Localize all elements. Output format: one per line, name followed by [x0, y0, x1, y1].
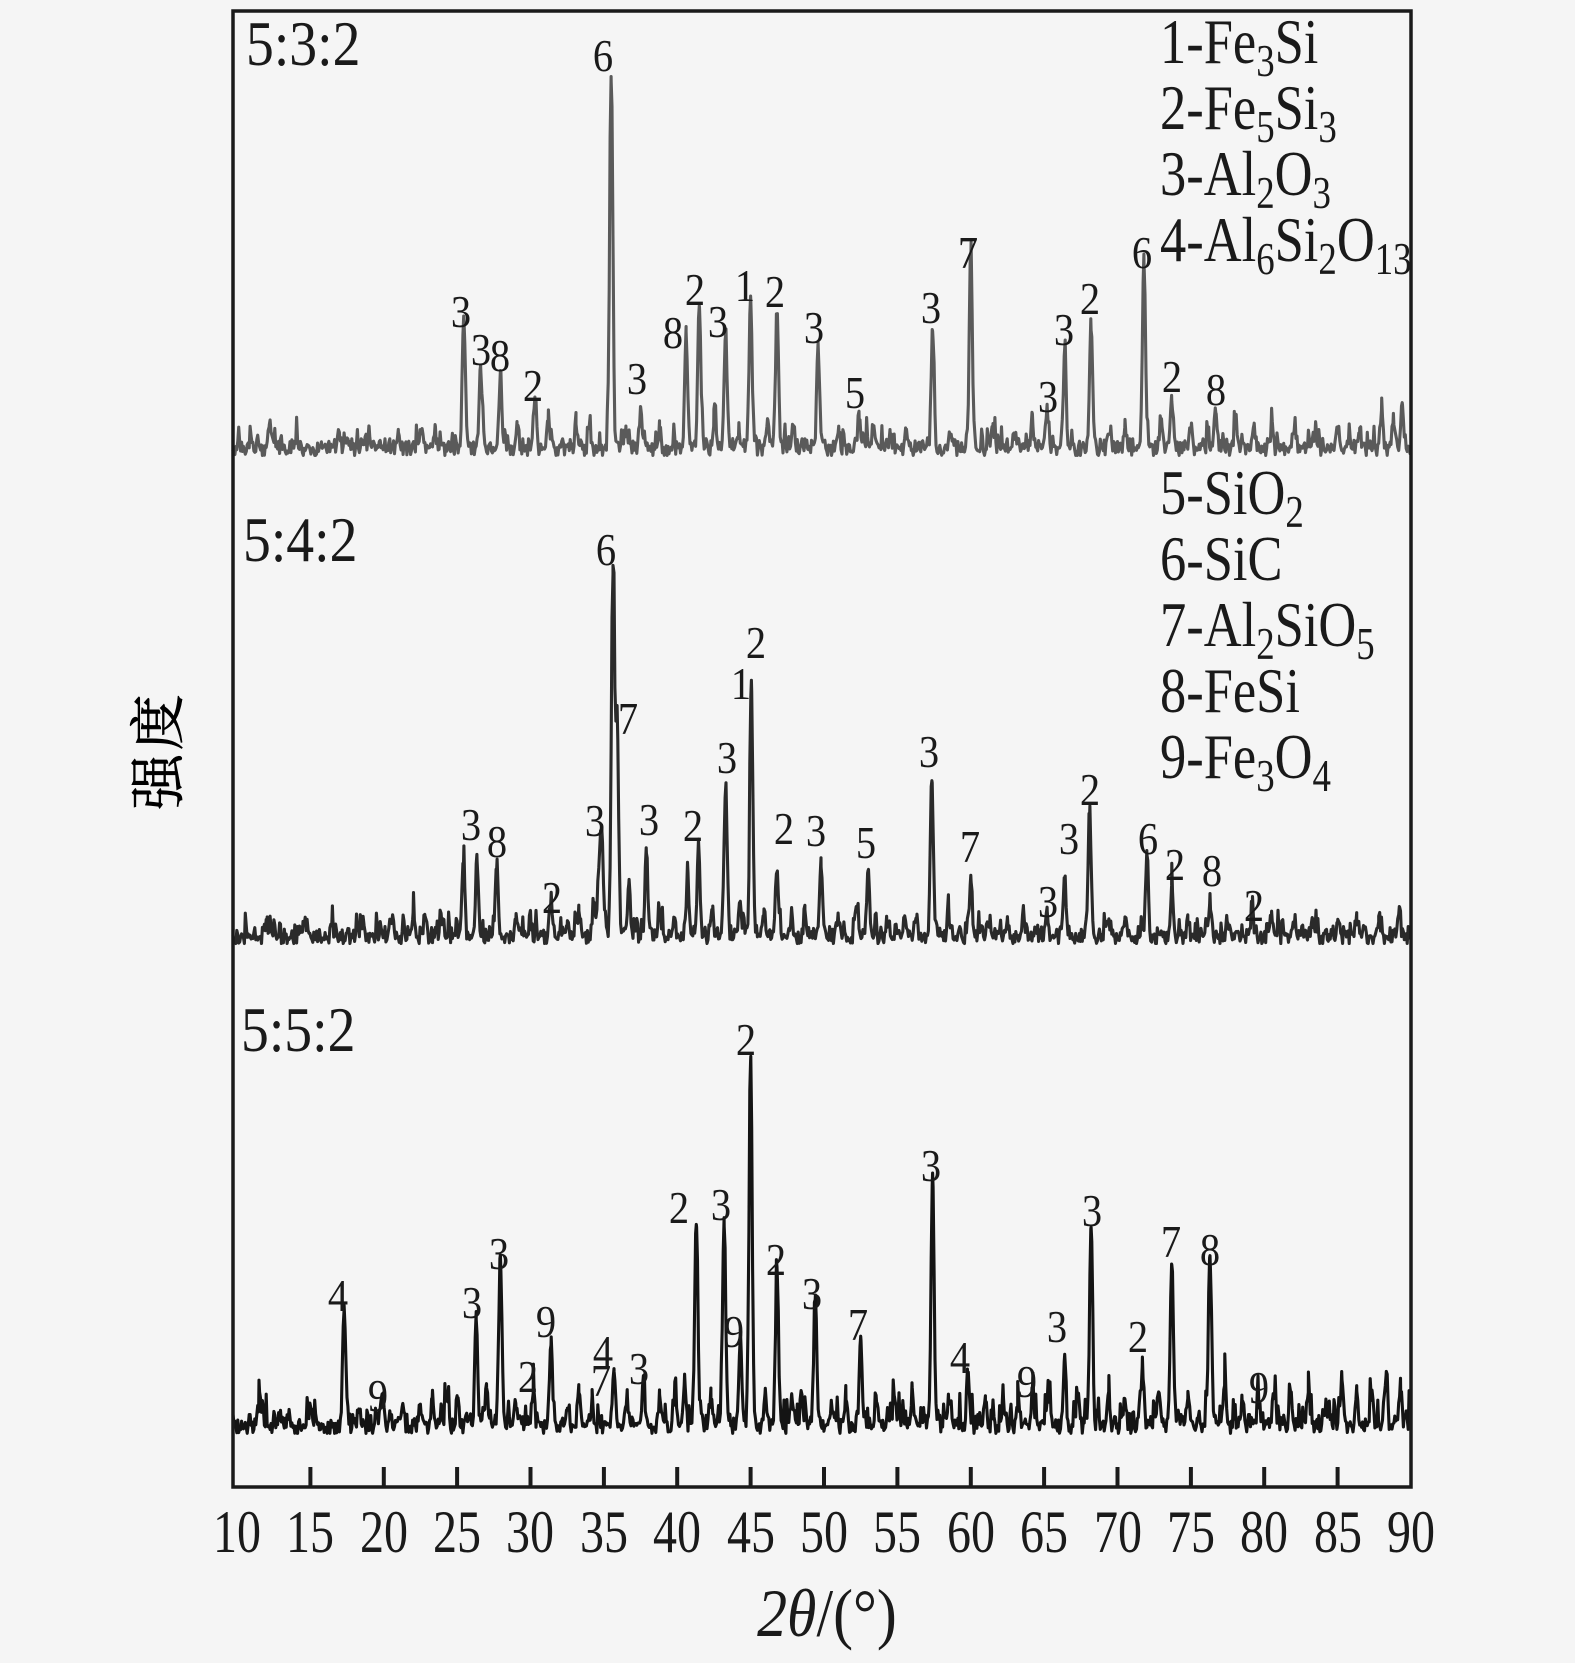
svg-text:3: 3 [806, 806, 826, 857]
svg-text:7: 7 [591, 1356, 611, 1407]
svg-text:7: 7 [958, 228, 978, 279]
svg-text:3: 3 [921, 283, 941, 334]
svg-text:2-Fe5Si3: 2-Fe5Si3 [1160, 72, 1337, 152]
svg-text:2: 2 [746, 618, 766, 669]
svg-text:8-FeSi: 8-FeSi [1160, 655, 1300, 726]
svg-text:6: 6 [593, 31, 613, 82]
svg-text:3-Al2O3: 3-Al2O3 [1160, 138, 1331, 218]
svg-text:8: 8 [490, 331, 510, 382]
svg-text:2: 2 [1128, 1312, 1148, 1363]
svg-text:3: 3 [919, 727, 939, 778]
svg-text:5: 5 [845, 368, 865, 419]
svg-text:9: 9 [724, 1307, 744, 1358]
svg-text:1: 1 [735, 261, 755, 312]
svg-text:2: 2 [774, 804, 794, 855]
svg-text:7: 7 [848, 1300, 868, 1351]
svg-text:3: 3 [471, 325, 491, 376]
svg-text:30: 30 [506, 1499, 554, 1565]
svg-text:85: 85 [1314, 1499, 1362, 1565]
svg-text:3: 3 [804, 303, 824, 354]
svg-text:3: 3 [711, 1180, 731, 1231]
svg-text:80: 80 [1240, 1499, 1288, 1565]
svg-text:4: 4 [950, 1333, 970, 1384]
svg-text:2: 2 [765, 267, 785, 318]
svg-text:5: 5 [856, 818, 876, 869]
svg-text:4: 4 [328, 1271, 348, 1322]
svg-text:9-Fe3O4: 9-Fe3O4 [1160, 721, 1331, 801]
svg-text:2: 2 [683, 801, 703, 852]
svg-text:1: 1 [731, 659, 751, 710]
svg-text:3: 3 [489, 1229, 509, 1280]
svg-text:1-Fe3Si: 1-Fe3Si [1160, 6, 1318, 86]
svg-text:3: 3 [451, 287, 471, 338]
svg-text:3: 3 [717, 733, 737, 784]
svg-text:60: 60 [947, 1499, 995, 1565]
svg-text:3: 3 [921, 1141, 941, 1192]
svg-text:8: 8 [1206, 365, 1226, 416]
svg-text:9: 9 [1017, 1357, 1037, 1408]
svg-text:3: 3 [802, 1269, 822, 1320]
svg-text:3: 3 [585, 796, 605, 847]
svg-text:90: 90 [1387, 1499, 1435, 1565]
svg-text:7-Al2SiO5: 7-Al2SiO5 [1160, 589, 1375, 669]
svg-text:7: 7 [618, 694, 638, 745]
svg-text:25: 25 [433, 1499, 481, 1565]
svg-text:7: 7 [960, 822, 980, 873]
svg-text:8: 8 [1200, 1225, 1220, 1276]
svg-text:45: 45 [727, 1499, 775, 1565]
svg-text:7: 7 [1161, 1217, 1181, 1268]
svg-text:70: 70 [1094, 1499, 1142, 1565]
svg-text:9: 9 [1249, 1363, 1269, 1414]
svg-text:9: 9 [536, 1297, 556, 1348]
svg-text:3: 3 [1047, 1302, 1067, 1353]
svg-text:3: 3 [1038, 877, 1058, 928]
svg-text:2: 2 [1080, 274, 1100, 325]
svg-text:5:3:2: 5:3:2 [246, 8, 360, 78]
svg-text:55: 55 [873, 1499, 921, 1565]
svg-text:8: 8 [663, 308, 683, 359]
svg-text:3: 3 [461, 800, 481, 851]
svg-text:2: 2 [1165, 840, 1185, 891]
svg-text:2: 2 [736, 1015, 756, 1066]
svg-text:3: 3 [708, 297, 728, 348]
svg-text:2: 2 [1080, 765, 1100, 816]
svg-text:3: 3 [639, 795, 659, 846]
svg-text:50: 50 [800, 1499, 848, 1565]
svg-text:2: 2 [1244, 881, 1264, 932]
svg-text:5:5:2: 5:5:2 [241, 994, 355, 1064]
svg-text:8: 8 [487, 817, 507, 868]
svg-text:5-SiO2: 5-SiO2 [1160, 457, 1304, 537]
svg-text:3: 3 [1038, 372, 1058, 423]
svg-text:2: 2 [1162, 352, 1182, 403]
svg-text:15: 15 [286, 1499, 334, 1565]
svg-text:6: 6 [1138, 814, 1158, 865]
svg-text:4-Al6Si2O13: 4-Al6Si2O13 [1160, 204, 1412, 284]
svg-text:2: 2 [685, 265, 705, 316]
svg-text:3: 3 [627, 354, 647, 405]
svg-text:40: 40 [653, 1499, 701, 1565]
svg-text:2: 2 [523, 361, 543, 412]
svg-text:9: 9 [368, 1371, 388, 1422]
svg-text:8: 8 [1202, 846, 1222, 897]
svg-text:6: 6 [596, 525, 616, 576]
svg-text:2: 2 [669, 1183, 689, 1234]
svg-text:10: 10 [213, 1499, 261, 1565]
svg-text:5:4:2: 5:4:2 [243, 504, 357, 574]
svg-text:75: 75 [1167, 1499, 1215, 1565]
svg-text:3: 3 [1082, 1186, 1102, 1237]
svg-text:65: 65 [1020, 1499, 1068, 1565]
svg-text:35: 35 [580, 1499, 628, 1565]
svg-text:4: 4 [593, 1327, 613, 1378]
svg-text:2: 2 [518, 1352, 538, 1403]
svg-text:2: 2 [542, 873, 562, 924]
svg-text:3: 3 [1054, 305, 1074, 356]
svg-text:20: 20 [360, 1499, 408, 1565]
svg-text:2θ/(°): 2θ/(°) [757, 1575, 897, 1650]
svg-text:3: 3 [462, 1278, 482, 1329]
svg-text:3: 3 [629, 1344, 649, 1395]
svg-text:2: 2 [766, 1235, 786, 1286]
svg-text:3: 3 [1059, 814, 1079, 865]
svg-text:6-SiC: 6-SiC [1160, 523, 1282, 594]
svg-text:6: 6 [1132, 228, 1152, 279]
